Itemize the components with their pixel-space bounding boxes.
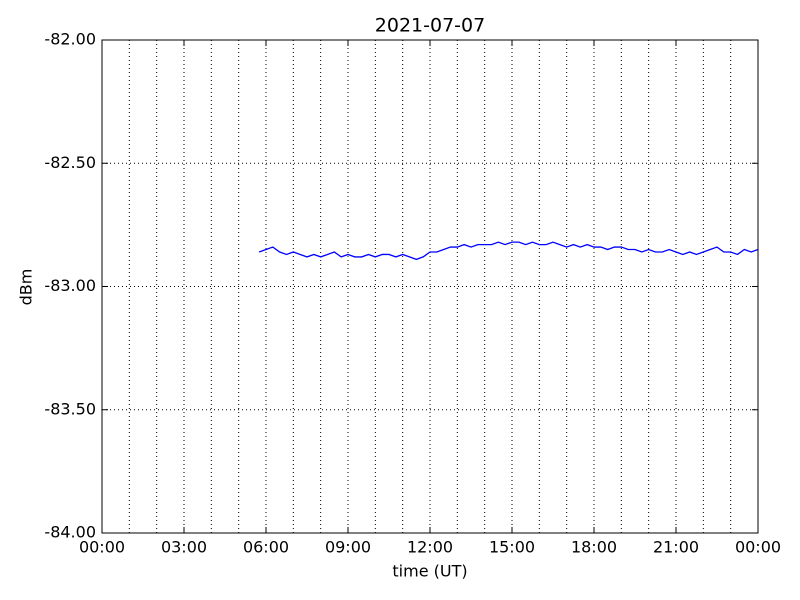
y-tick-label: -82.00 (44, 30, 96, 49)
x-tick-label: 15:00 (489, 538, 535, 557)
x-tick-label: 00:00 (79, 538, 125, 557)
x-axis-label: time (UT) (392, 562, 467, 581)
y-tick-label: -82.50 (44, 153, 96, 172)
x-tick-label: 18:00 (571, 538, 617, 557)
x-tick-label: 21:00 (653, 538, 699, 557)
y-tick-label: -83.00 (44, 276, 96, 295)
x-tick-label: 00:00 (735, 538, 781, 557)
chart-title: 2021-07-07 (375, 15, 485, 37)
data-line (258, 241, 759, 261)
x-tick-label: 06:00 (243, 538, 289, 557)
y-tick-label: -83.50 (44, 399, 96, 418)
plot-frame (101, 39, 759, 534)
x-tick-label: 03:00 (161, 538, 207, 557)
x-tick-label: 12:00 (407, 538, 453, 557)
y-axis-label: dBm (17, 269, 36, 306)
x-tick-label: 09:00 (325, 538, 371, 557)
y-tick-label: -84.00 (44, 523, 96, 542)
